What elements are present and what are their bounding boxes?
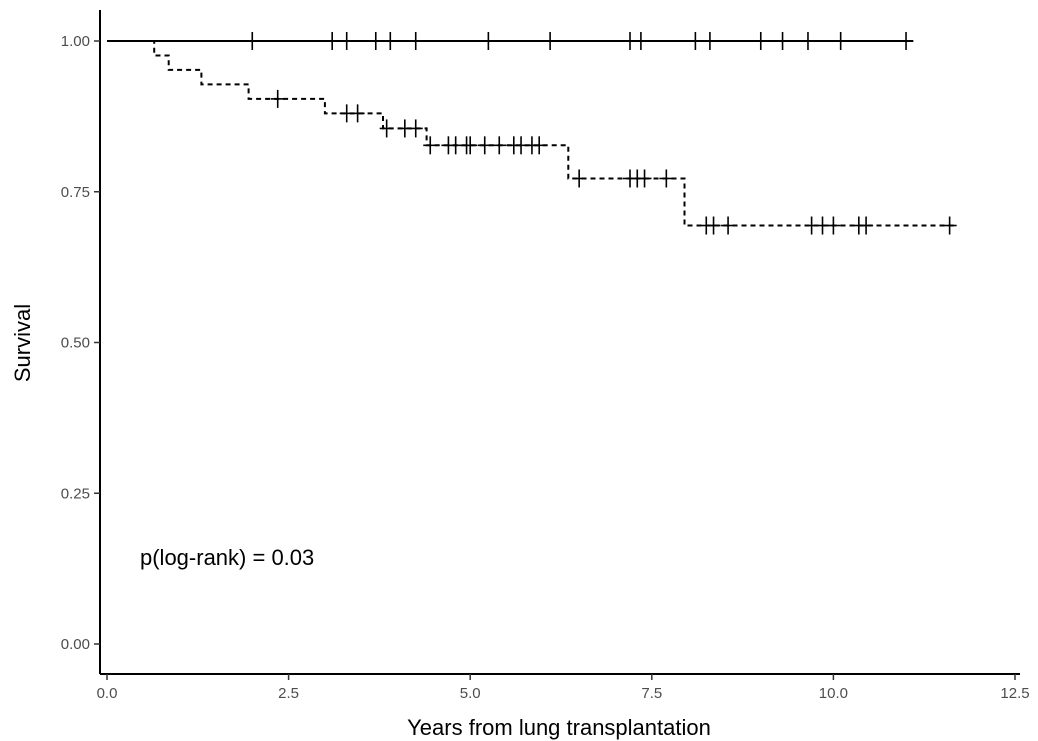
y-tick-label: 0.75 <box>61 184 90 201</box>
x-tick-label: 7.5 <box>641 685 662 702</box>
y-tick-label: 0.25 <box>61 485 90 502</box>
axes: 0.00 0.25 0.50 0.75 1.00 0.0 2.5 5.0 7.5 10.0 12.5 <box>61 10 1030 702</box>
x-tick-label: 10.0 <box>819 685 848 702</box>
y-tick-label: 0.50 <box>61 335 90 352</box>
plot-area <box>107 32 957 235</box>
y-axis-title: Survival <box>10 304 35 382</box>
x-axis-title: Years from lung transplantation <box>407 715 711 740</box>
x-tick-label: 0.0 <box>97 685 118 702</box>
survival-curve-2 <box>107 40 957 227</box>
y-tick-label: 0.00 <box>61 636 90 653</box>
x-tick-label: 12.5 <box>1000 685 1029 702</box>
p-value-annotation: p(log-rank) = 0.03 <box>140 545 314 570</box>
x-tick-label: 2.5 <box>278 685 299 702</box>
y-tick-label: 1.00 <box>61 33 90 50</box>
x-tick-label: 5.0 <box>460 685 481 702</box>
